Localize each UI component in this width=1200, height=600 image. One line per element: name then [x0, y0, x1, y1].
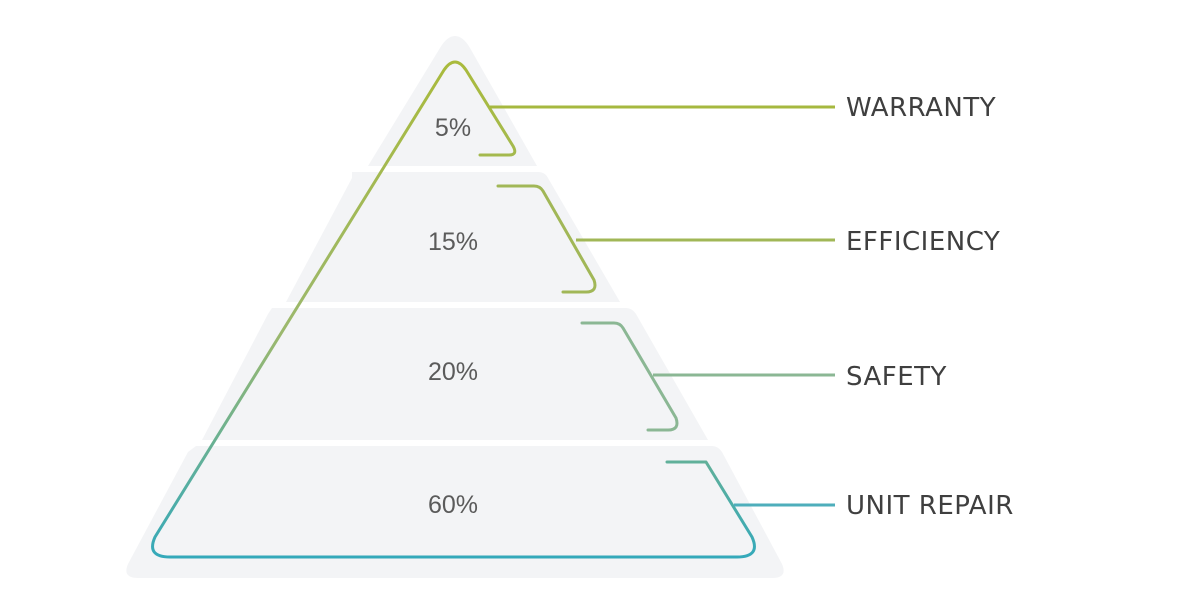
tier-label-efficiency: EFFICIENCY: [846, 227, 1000, 257]
tier-label-unit-repair: UNIT REPAIR: [846, 491, 1014, 521]
tier-percents: 5% 15% 20% 60%: [428, 114, 478, 519]
tier-percent-warranty: 5%: [435, 114, 471, 142]
tier-bg-efficiency: [286, 172, 620, 302]
tier-label-warranty: WARRANTY: [846, 93, 996, 123]
tier-bg-safety: [202, 308, 708, 440]
tier-percent-unit-repair: 60%: [428, 491, 478, 519]
tier-edge-efficiency: [496, 184, 597, 294]
pyramid-outline: [151, 60, 756, 559]
leader-lines: [490, 105, 835, 507]
tier-percent-safety: 20%: [428, 358, 478, 386]
tier-label-safety: SAFETY: [846, 362, 947, 392]
tier-edge-safety: [580, 321, 679, 432]
tier-bg-warranty: [368, 36, 537, 166]
tier-backgrounds: [126, 36, 784, 578]
tier-labels: WARRANTY EFFICIENCY SAFETY UNIT REPAIR: [846, 93, 1014, 521]
tier-bg-unit-repair: [126, 446, 784, 578]
tier-percent-efficiency: 15%: [428, 228, 478, 256]
